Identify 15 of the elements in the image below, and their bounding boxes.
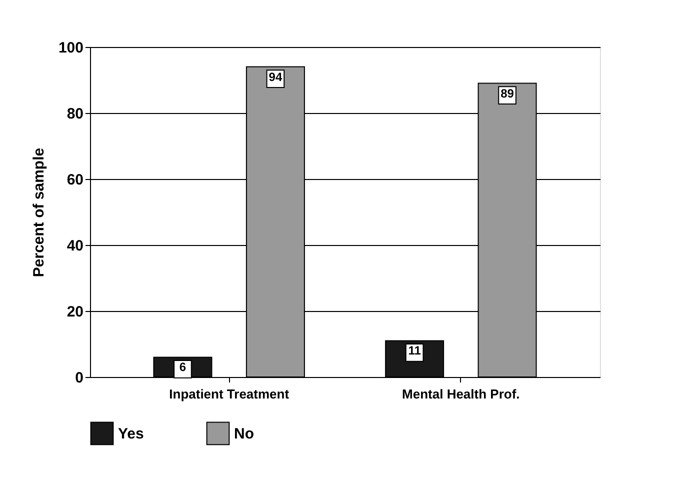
x-tick-label: Inpatient Treatment — [169, 386, 290, 402]
data-label: 6 — [179, 360, 186, 374]
data-label: 11 — [408, 344, 422, 358]
y-tick-label: 60 — [66, 172, 84, 188]
y-tick-label: 40 — [66, 238, 84, 254]
y-tick-label: 0 — [75, 370, 84, 386]
legend-label: No — [234, 425, 254, 442]
legend-label: Yes — [118, 425, 144, 442]
x-tick-label: Mental Health Prof. — [402, 386, 520, 402]
y-tick-label: 80 — [66, 106, 84, 122]
y-axis-title: Percent of sample — [30, 148, 48, 278]
y-tick-label: 20 — [66, 304, 84, 320]
data-label: 89 — [500, 86, 514, 100]
y-tick-label: 100 — [58, 40, 84, 56]
data-label: 94 — [268, 70, 282, 84]
